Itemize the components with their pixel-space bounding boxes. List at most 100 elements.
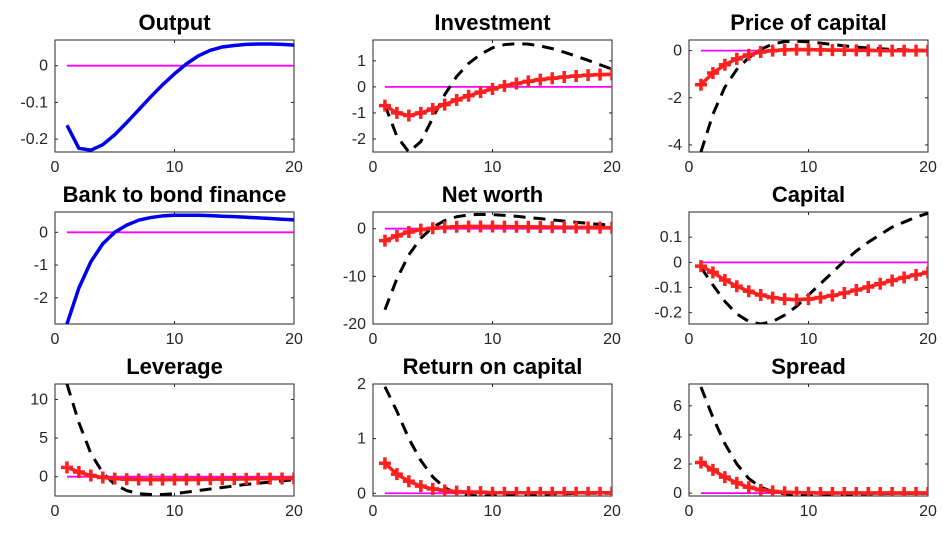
data-point-marker (874, 44, 887, 57)
plot-area (378, 212, 612, 311)
x-tick-label: 0 (51, 331, 60, 348)
series-line-solid-blue (65, 213, 294, 324)
panel-3: Bank to bond finance 0 10 20 0 -1 -2 (34, 182, 303, 348)
panel-title: Leverage (126, 354, 223, 379)
x-tick-label: 0 (685, 159, 694, 176)
data-point-marker (874, 277, 887, 290)
data-point-marker (144, 473, 157, 486)
data-point-marker (486, 220, 499, 233)
x-tick-label: 10 (800, 503, 818, 520)
x-tick-label: 10 (800, 159, 818, 176)
data-point-marker (390, 229, 403, 242)
data-point-marker (886, 486, 899, 496)
data-point-marker (378, 234, 391, 247)
panel-title: Output (138, 10, 211, 35)
data-point-marker (438, 484, 451, 496)
y-tick-label: -20 (343, 316, 366, 333)
y-tick-label: 0 (673, 43, 682, 60)
y-tick-label: -1 (352, 105, 366, 122)
plot-area (60, 384, 294, 496)
data-point-marker (718, 58, 731, 71)
data-point-marker (390, 106, 403, 119)
data-point-marker (498, 79, 511, 92)
data-point-marker (486, 486, 499, 496)
panel-5: Capital 0 10 20 0.1 0 -0.1 -0.2 (654, 182, 937, 348)
data-point-marker (216, 473, 229, 486)
data-point-marker (120, 473, 133, 486)
data-point-marker (582, 486, 595, 496)
data-point-marker (922, 266, 928, 279)
data-point-marker (156, 473, 169, 486)
y-tick-label: -0.2 (654, 305, 682, 322)
axes-box (54, 211, 295, 325)
data-point-marker (474, 220, 487, 233)
data-point-marker (862, 44, 875, 57)
data-point-marker (414, 480, 427, 493)
panel-title: Capital (772, 182, 845, 207)
data-point-marker (378, 99, 391, 112)
data-point-marker (778, 43, 791, 56)
data-point-marker (414, 223, 427, 236)
data-point-marker (594, 221, 607, 234)
data-point-marker (606, 68, 612, 81)
data-point-marker (706, 67, 719, 80)
x-tick-label: 0 (51, 503, 60, 520)
data-point-marker (694, 456, 707, 469)
data-point-marker (546, 221, 559, 234)
data-point-marker (132, 473, 145, 486)
data-point-marker (402, 109, 415, 122)
axes-box (372, 39, 613, 153)
x-tick-label: 20 (285, 331, 303, 348)
data-point-marker (606, 486, 612, 496)
data-point-marker (742, 48, 755, 61)
x-tick-label: 20 (919, 159, 937, 176)
data-point-marker (730, 280, 743, 293)
data-point-marker (826, 289, 839, 302)
x-tick-label: 20 (285, 159, 303, 176)
y-tick-label: 0 (357, 485, 366, 502)
data-point-marker (862, 486, 875, 496)
axes-box (688, 39, 929, 153)
data-point-marker (570, 221, 583, 234)
data-point-marker (886, 274, 899, 287)
data-point-marker (570, 486, 583, 496)
data-point-marker (790, 486, 803, 496)
data-point-marker (426, 482, 439, 495)
data-point-marker (730, 52, 743, 65)
y-tick-label: 0 (39, 224, 48, 241)
data-point-marker (378, 457, 391, 470)
data-point-marker (96, 471, 109, 484)
plot-area (65, 42, 294, 152)
data-point-marker (594, 68, 607, 81)
y-tick-label: -2 (34, 290, 48, 307)
data-point-marker (180, 473, 193, 486)
data-point-marker (426, 103, 439, 116)
data-point-marker (850, 284, 863, 297)
panel-0: Output 0 10 20 0 -0.1 -0.2 (20, 10, 303, 176)
data-point-marker (534, 486, 547, 496)
data-point-marker (838, 44, 851, 57)
data-point-marker (558, 486, 571, 496)
data-point-marker (240, 472, 253, 485)
data-point-marker (450, 93, 463, 106)
data-point-marker (694, 260, 707, 273)
plot-area (378, 42, 612, 152)
data-point-marker (766, 44, 779, 57)
y-tick-label: 2 (357, 376, 366, 393)
data-point-marker (814, 43, 827, 56)
data-point-marker (390, 468, 403, 481)
y-tick-label: 5 (39, 430, 48, 447)
data-point-marker (498, 486, 511, 496)
data-point-marker (462, 220, 475, 233)
panel-title: Price of capital (730, 10, 887, 35)
data-point-marker (462, 486, 475, 496)
x-tick-label: 10 (166, 159, 184, 176)
data-point-marker (288, 472, 294, 485)
data-point-marker (60, 461, 73, 474)
data-point-marker (594, 486, 607, 496)
data-point-marker (108, 472, 121, 485)
data-point-marker (754, 289, 767, 302)
data-point-marker (718, 471, 731, 484)
panel-title: Bank to bond finance (63, 182, 287, 207)
